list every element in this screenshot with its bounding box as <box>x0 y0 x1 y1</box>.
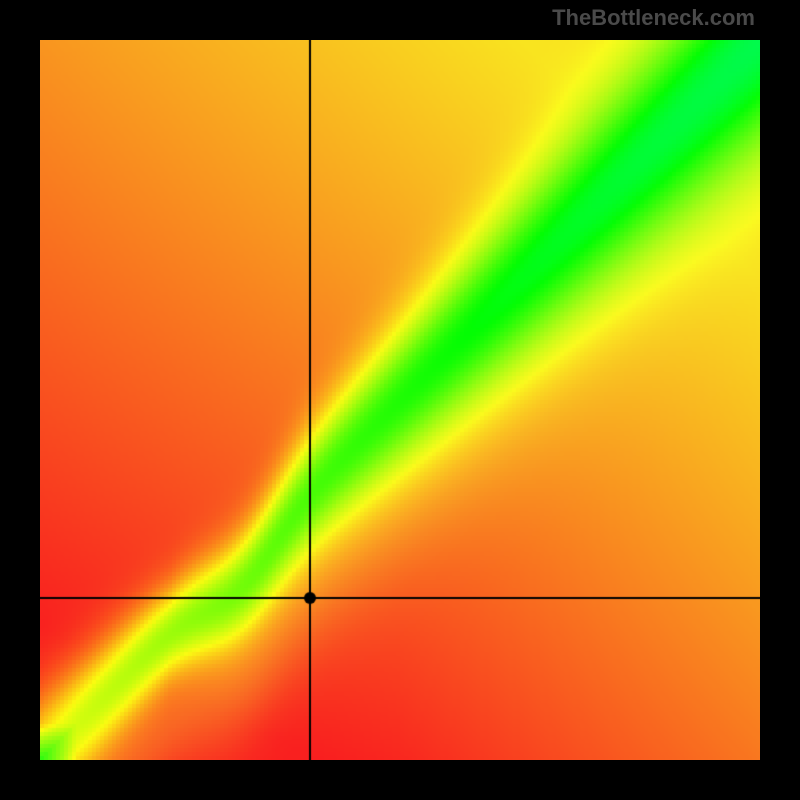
watermark: TheBottleneck.com <box>552 5 755 31</box>
watermark-text: TheBottleneck.com <box>552 5 755 30</box>
heatmap-canvas <box>40 40 760 760</box>
